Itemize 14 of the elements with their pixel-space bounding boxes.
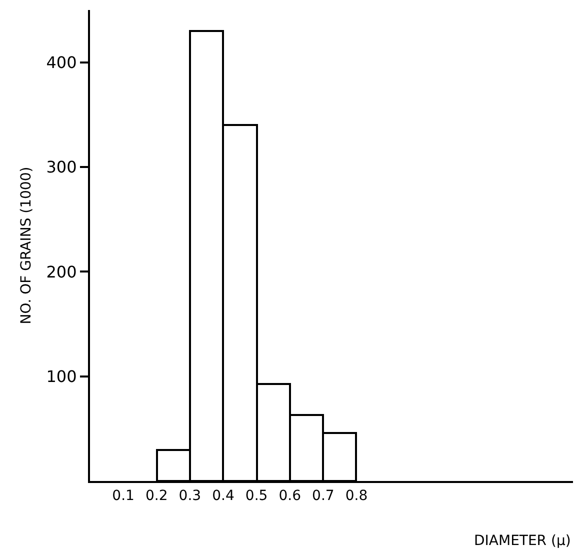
x-tick-label: 0.8 (345, 488, 368, 504)
x-tick-label: 0.4 (212, 488, 234, 504)
y-tick-label: 100 (46, 366, 77, 386)
y-tick-label: 300 (46, 158, 77, 177)
x-tick-label: 0.5 (245, 488, 268, 504)
x-axis-title: DIAMETER (μ) (474, 533, 571, 549)
y-tick-label: 200 (46, 262, 77, 282)
x-tick-label: 0.7 (312, 488, 334, 504)
x-tick-label: 0.6 (278, 488, 302, 504)
y-tick-label: 400 (46, 52, 77, 72)
x-tick-label: 0.3 (178, 488, 202, 504)
x-tick-label: 0.1 (112, 488, 134, 504)
x-tick-label: 0.2 (145, 488, 168, 504)
y-axis-title: NO. OF GRAINS (1000) (18, 166, 34, 324)
